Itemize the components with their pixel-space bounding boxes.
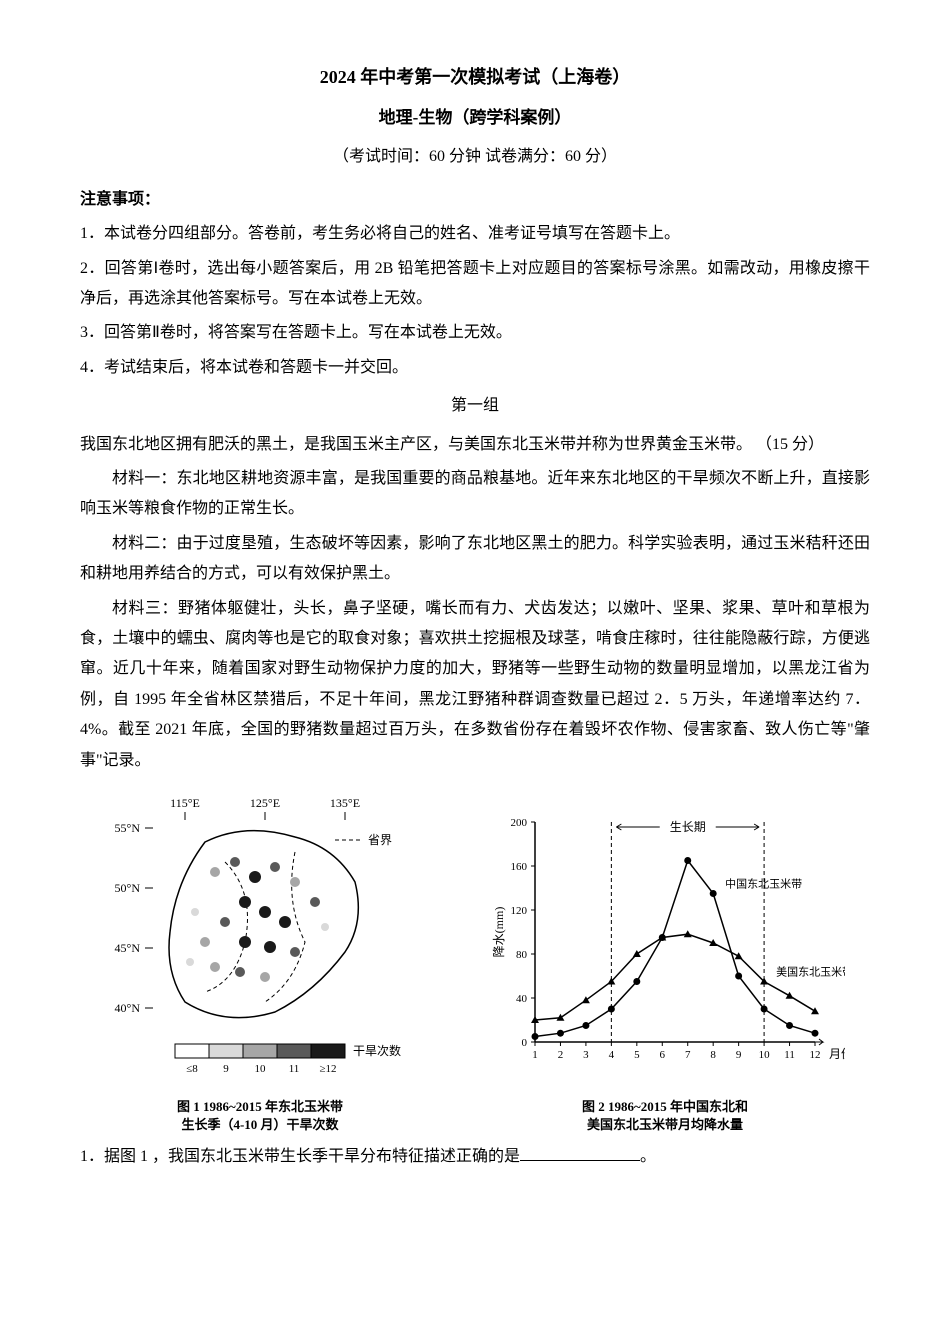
lat-2: 50°N xyxy=(115,881,141,895)
intro-paragraph: 我国东北地区拥有肥沃的黑土，是我国玉米主产区，与美国东北玉米带并称为世界黄金玉米… xyxy=(80,430,870,460)
legend-province: 省界 xyxy=(368,833,392,847)
svg-text:美国东北玉米带: 美国东北玉米带 xyxy=(776,965,845,978)
instruction-3: 3．回答第Ⅱ卷时，将答案写在答题卡上。写在本试卷上无效。 xyxy=(80,318,870,348)
svg-text:12: 12 xyxy=(810,1049,821,1061)
fig1-cap-line1: 图 1 1986~2015 年东北玉米带 xyxy=(177,1099,343,1114)
question-1-suffix: 。 xyxy=(640,1148,656,1165)
instruction-2: 2．回答第Ⅰ卷时，选出每小题答案后，用 2B 铅笔把答题卡上对应题目的答案标号涂… xyxy=(80,254,870,315)
answer-blank[interactable] xyxy=(520,1144,640,1161)
material-1: 材料一：东北地区耕地资源丰富，是我国重要的商品粮基地。近年来东北地区的干旱频次不… xyxy=(80,464,870,525)
svg-text:10: 10 xyxy=(759,1049,771,1061)
svg-text:80: 80 xyxy=(516,949,528,961)
exam-title: 2024 年中考第一次模拟考试（上海卷） xyxy=(80,60,870,94)
legend-title: 干旱次数 xyxy=(353,1043,401,1058)
lon-1: 115°E xyxy=(170,796,200,810)
svg-text:120: 120 xyxy=(511,905,528,917)
svg-text:6: 6 xyxy=(660,1049,666,1061)
material-2: 材料二：由于过度垦殖，生态破坏等因素，影响了东北地区黑土的肥力。科学实验表明，通… xyxy=(80,529,870,590)
svg-text:降水(mm): 降水(mm) xyxy=(492,907,506,958)
instruction-4: 4．考试结束后，将本试卷和答题卡一并交回。 xyxy=(80,353,870,383)
subject-title: 地理-生物（跨学科案例） xyxy=(80,102,870,134)
notice-header: 注意事项： xyxy=(80,185,870,215)
svg-text:4: 4 xyxy=(609,1049,615,1061)
question-1: 1．据图 1 ，我国东北玉米带生长季干旱分布特征描述正确的是 。 xyxy=(80,1142,870,1172)
figure2-caption: 图 2 1986~2015 年中国东北和 美国东北玉米带月均降水量 xyxy=(582,1098,748,1134)
lat-4: 40°N xyxy=(115,1001,141,1015)
svg-text:5: 5 xyxy=(634,1049,640,1061)
svg-text:9: 9 xyxy=(736,1049,742,1061)
lon-2: 125°E xyxy=(250,796,280,810)
fig2-cap-line1: 图 2 1986~2015 年中国东北和 xyxy=(582,1099,748,1114)
group-title: 第一组 xyxy=(80,391,870,421)
legend-item-3: 10 xyxy=(255,1063,267,1075)
lat-1: 55°N xyxy=(115,821,141,835)
svg-text:月份: 月份 xyxy=(829,1047,845,1061)
svg-text:1: 1 xyxy=(532,1049,538,1061)
exam-info: （考试时间：60 分钟 试卷满分：60 分） xyxy=(80,142,870,172)
map-figure: 115°E 125°E 135°E 55°N 50°N 45°N 40°N xyxy=(105,792,415,1092)
svg-text:中国东北玉米带: 中国东北玉米带 xyxy=(725,877,802,890)
lat-3: 45°N xyxy=(115,941,141,955)
svg-text:160: 160 xyxy=(511,861,528,873)
svg-text:40: 40 xyxy=(516,993,528,1005)
svg-text:生长期: 生长期 xyxy=(670,820,706,834)
svg-text:7: 7 xyxy=(685,1049,691,1061)
svg-text:3: 3 xyxy=(583,1049,589,1061)
legend-item-1: ≤8 xyxy=(186,1063,198,1075)
legend-item-4: 11 xyxy=(289,1063,300,1075)
figure-2-box: 04080120160200123456789101112月份降水(mm)生长期… xyxy=(485,792,845,1134)
fig2-cap-line2: 美国东北玉米带月均降水量 xyxy=(587,1117,743,1132)
line-chart: 04080120160200123456789101112月份降水(mm)生长期… xyxy=(485,792,845,1092)
svg-text:2: 2 xyxy=(558,1049,564,1061)
question-1-prefix: 1．据图 1 ，我国东北玉米带生长季干旱分布特征描述正确的是 xyxy=(80,1148,520,1165)
svg-text:11: 11 xyxy=(784,1049,795,1061)
figures-container: 115°E 125°E 135°E 55°N 50°N 45°N 40°N xyxy=(80,792,870,1134)
legend-item-5: ≥12 xyxy=(319,1063,336,1075)
figure-1-box: 115°E 125°E 135°E 55°N 50°N 45°N 40°N xyxy=(105,792,415,1134)
lon-3: 135°E xyxy=(330,796,360,810)
legend-item-2: 9 xyxy=(223,1063,229,1075)
fig1-cap-line2: 生长季（4-10 月）干旱次数 xyxy=(181,1117,338,1132)
svg-text:200: 200 xyxy=(511,817,528,829)
material-3: 材料三：野猪体躯健壮，头长，鼻子坚硬，嘴长而有力、犬齿发达；以嫩叶、坚果、浆果、… xyxy=(80,594,870,776)
svg-text:8: 8 xyxy=(710,1049,716,1061)
instruction-1: 1．本试卷分四组部分。答卷前，考生务必将自己的姓名、准考证号填写在答题卡上。 xyxy=(80,219,870,249)
svg-text:0: 0 xyxy=(522,1037,528,1049)
figure1-caption: 图 1 1986~2015 年东北玉米带 生长季（4-10 月）干旱次数 xyxy=(177,1098,343,1134)
